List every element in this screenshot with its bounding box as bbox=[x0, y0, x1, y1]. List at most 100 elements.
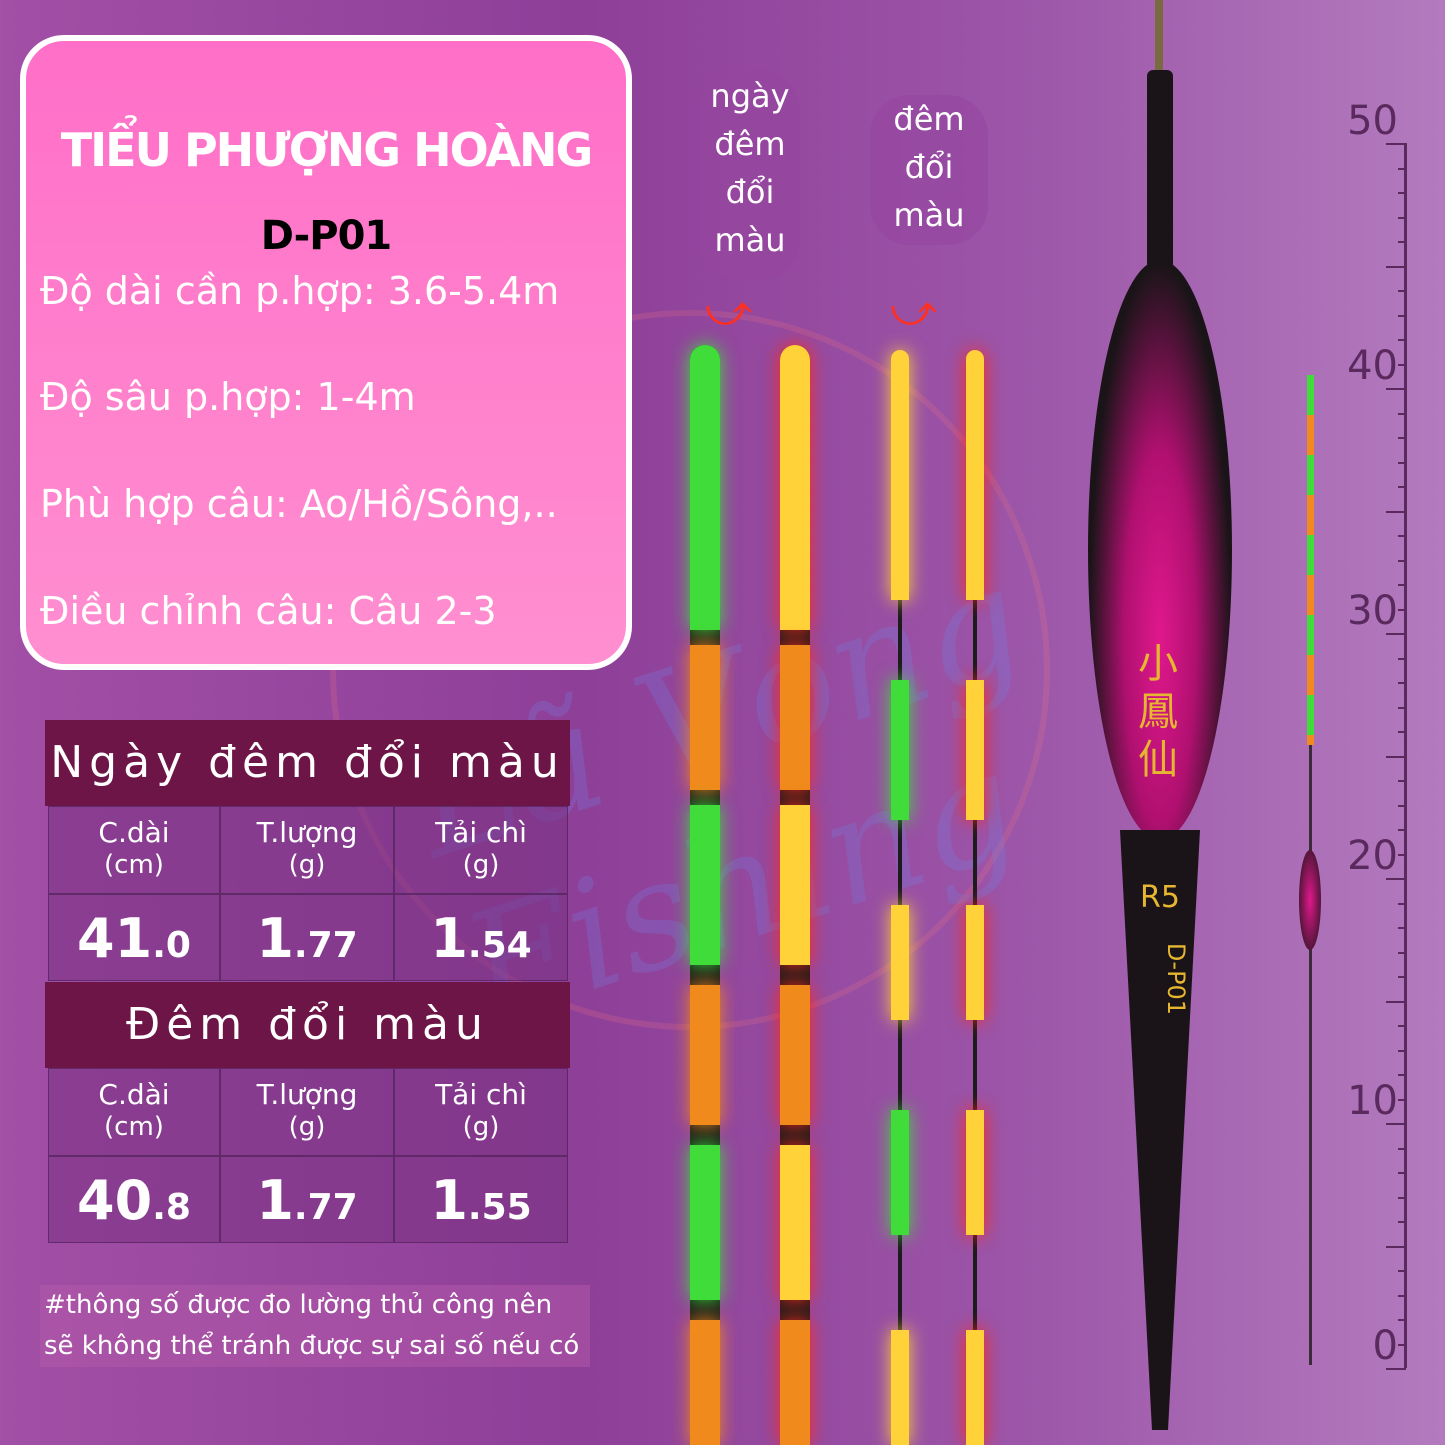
float-tip-segment bbox=[780, 805, 810, 965]
ruler-tick bbox=[1386, 388, 1406, 390]
measurement-note: #thông số được đo lường thủ công nên sẽ … bbox=[40, 1285, 590, 1367]
arrow-icon: ⤻ bbox=[705, 285, 753, 336]
float-tip-segment bbox=[891, 350, 909, 600]
value-load: 1.55 bbox=[394, 1156, 568, 1243]
ruler-tick bbox=[1398, 339, 1406, 341]
ruler-label: 30 bbox=[1347, 588, 1398, 634]
spec-rod-length: Độ dài cần p.hợp: 3.6-5.4m bbox=[40, 269, 560, 313]
float-model: D-P01 bbox=[1162, 942, 1191, 1016]
label-night: đêm đổi màu bbox=[870, 95, 988, 245]
header-load: Tải chì (g) bbox=[394, 806, 568, 894]
ruler-tick bbox=[1398, 1270, 1406, 1272]
ruler-tick bbox=[1386, 1368, 1406, 1370]
ruler-label: 20 bbox=[1347, 833, 1398, 879]
float-tail bbox=[1120, 830, 1200, 1430]
value-load: 1.54 bbox=[394, 894, 568, 981]
float-size: R5 bbox=[1140, 880, 1180, 915]
spec-table-night: C.dài (cm) T.lượng (g) Tải chì (g) 40.8 1.7… bbox=[48, 1068, 568, 1243]
spec-adjustment: Điều chỉnh câu: Câu 2-3 bbox=[40, 589, 497, 633]
float-tip-segment bbox=[690, 645, 720, 790]
small-float-stem bbox=[1309, 745, 1312, 1365]
float-tip-segment bbox=[891, 1110, 909, 1235]
ruler-tick bbox=[1398, 241, 1406, 243]
ruler-tick bbox=[1398, 192, 1406, 194]
ruler-tick bbox=[1398, 1074, 1406, 1076]
float-tip-segment bbox=[780, 345, 810, 630]
ruler-tick bbox=[1386, 633, 1406, 635]
float-tip-segment bbox=[891, 905, 909, 1020]
ruler-tick bbox=[1398, 706, 1406, 709]
ruler-tick bbox=[1386, 1123, 1406, 1125]
ruler-tick bbox=[1398, 780, 1406, 782]
ruler-tick bbox=[1398, 804, 1406, 807]
ruler-label: 0 bbox=[1372, 1323, 1398, 1369]
ruler-label: 40 bbox=[1347, 343, 1398, 389]
small-float-tip bbox=[1307, 375, 1314, 745]
ruler-tick bbox=[1398, 657, 1406, 660]
ruler-tick bbox=[1398, 437, 1406, 439]
float-tip-segment bbox=[966, 1330, 984, 1445]
spec-depth: Độ sâu p.hợp: 1-4m bbox=[40, 375, 416, 419]
ruler-tick bbox=[1398, 290, 1406, 292]
ruler-tick bbox=[1398, 1098, 1406, 1101]
label-day-night: ngày đêm đổi màu bbox=[700, 70, 800, 280]
ruler-tick bbox=[1398, 1147, 1406, 1150]
ruler-tick bbox=[1398, 682, 1406, 684]
float-tip-segment bbox=[780, 1320, 810, 1445]
spec-fishing-place: Phù hợp câu: Ao/Hồ/Sông,.. bbox=[40, 482, 558, 526]
ruler-tick bbox=[1398, 1172, 1406, 1174]
ruler-tick bbox=[1398, 731, 1406, 733]
float-tip-segment bbox=[690, 1145, 720, 1300]
small-float-body bbox=[1299, 850, 1321, 950]
ruler-tick bbox=[1398, 363, 1406, 366]
product-model: D-P01 bbox=[260, 213, 393, 259]
ruler-tick bbox=[1398, 829, 1406, 831]
header-length: C.dài (cm) bbox=[48, 1068, 220, 1156]
header-weight: T.lượng (g) bbox=[220, 806, 394, 894]
ruler-tick bbox=[1398, 486, 1406, 488]
float-tip-segment bbox=[891, 1330, 909, 1445]
header-weight: T.lượng (g) bbox=[220, 1068, 394, 1156]
ruler-tick bbox=[1386, 1245, 1406, 1248]
product-info-card: TIỂU PHƯỢNG HOÀNG D-P01 Độ dài cần p.hợp… bbox=[20, 35, 632, 670]
ruler-tick bbox=[1398, 584, 1406, 586]
ruler-tick bbox=[1398, 927, 1406, 929]
header-length: C.dài (cm) bbox=[48, 806, 220, 894]
ruler-tick bbox=[1398, 1049, 1406, 1052]
float-tip-stick bbox=[973, 350, 977, 1445]
ruler-tick bbox=[1398, 608, 1406, 611]
arrow-icon: ⤻ bbox=[890, 285, 938, 336]
float-tip-segment bbox=[891, 680, 909, 820]
float-tip-stick bbox=[898, 350, 902, 1445]
float-tip-segment bbox=[780, 985, 810, 1125]
table-title-day-night: Ngày đêm đổi màu bbox=[45, 720, 570, 806]
ruler-tick bbox=[1398, 1196, 1406, 1199]
ruler-tick bbox=[1398, 535, 1406, 537]
ruler-tick bbox=[1398, 167, 1406, 170]
ruler-tick bbox=[1398, 853, 1406, 856]
ruler-tick bbox=[1398, 1319, 1406, 1321]
ruler-tick bbox=[1398, 216, 1406, 219]
float-tip-segment bbox=[780, 645, 810, 790]
ruler-tick bbox=[1398, 1025, 1406, 1027]
header-load: Tải chì (g) bbox=[394, 1068, 568, 1156]
float-body bbox=[1088, 260, 1232, 840]
ruler-tick bbox=[1386, 1000, 1406, 1003]
ruler-tick bbox=[1386, 510, 1406, 513]
ruler-tick bbox=[1386, 755, 1406, 758]
float-tip-segment bbox=[690, 805, 720, 965]
value-weight: 1.77 bbox=[220, 894, 394, 981]
float-tip-segment bbox=[690, 985, 720, 1125]
ruler-tick bbox=[1386, 143, 1406, 145]
float-tip-segment bbox=[966, 680, 984, 820]
ruler-tick bbox=[1398, 1294, 1406, 1297]
ruler-label: 10 bbox=[1347, 1078, 1398, 1124]
float-tip-segment bbox=[966, 905, 984, 1020]
ruler-tick bbox=[1398, 976, 1406, 978]
value-length: 40.8 bbox=[48, 1156, 220, 1243]
ruler-tick bbox=[1398, 412, 1406, 415]
float-tip-segment bbox=[690, 1320, 720, 1445]
value-weight: 1.77 bbox=[220, 1156, 394, 1243]
value-length: 41.0 bbox=[48, 894, 220, 981]
float-top-stem bbox=[1147, 70, 1173, 270]
